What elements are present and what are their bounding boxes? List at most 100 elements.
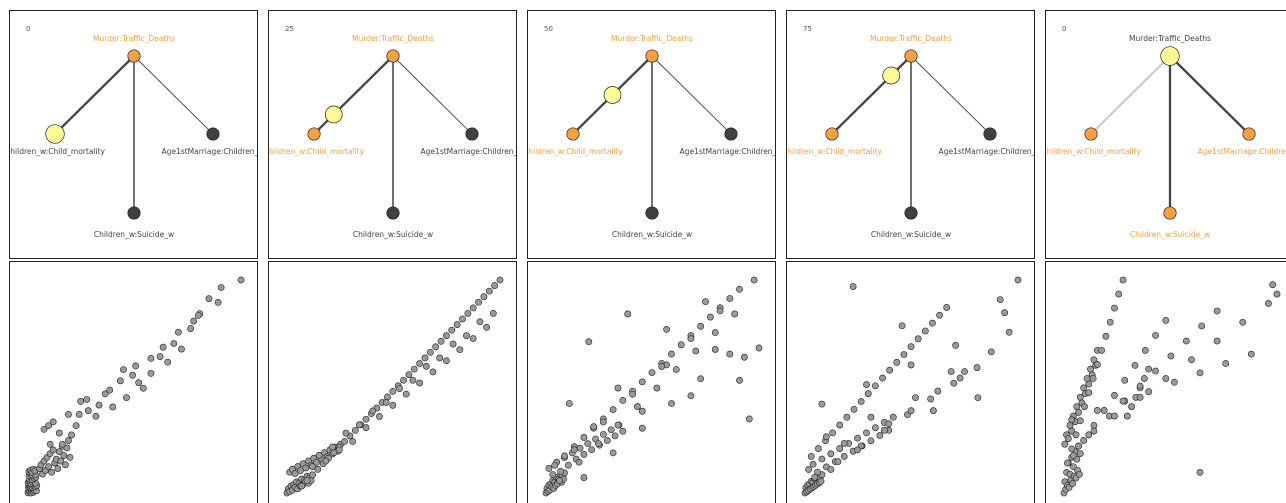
scatter-point [483,323,491,331]
scatter-point [956,374,964,382]
scatter-point [1152,367,1159,375]
scatter-point [1145,388,1153,396]
scatter-point [156,353,164,360]
scatter-point [711,329,719,336]
scatter-point [580,474,588,481]
scatter-point [755,344,763,352]
scatter-point [687,335,695,343]
scatter-point [159,343,167,351]
graph-node [1160,46,1180,66]
scatter-point [588,446,596,454]
scatter-point [854,434,861,442]
scatter-point [745,415,753,423]
scatter-point [1141,346,1149,354]
graph-edge [1168,54,1251,136]
scatter-point [1170,378,1178,386]
scatter-point [561,452,568,460]
graph-edge [651,55,732,135]
scatter-point [857,398,865,405]
scatter-point [65,437,72,444]
node-label: Age1stMarriage:Children_w [420,147,517,156]
scatter-point [580,451,588,458]
scatter-point [1188,356,1195,364]
scatter-point [575,458,583,466]
scatter-point [1014,276,1022,284]
scatter-point [898,322,906,330]
graph-node [206,127,220,141]
scatter-point [726,350,734,358]
scatter-point [291,470,299,477]
scatter-point [706,313,714,321]
scatter-point [551,461,559,469]
scatter-point [92,412,100,420]
scatter-point [584,440,592,448]
graph-panel: 0 Murder:Traffic_Deaths Children_w:Child_m… [9,10,258,259]
scatter-point [422,362,430,370]
node-label: Children_w:Suicide_w [93,230,175,239]
scatter-point [448,326,456,334]
scatter-point [95,401,103,409]
scatter-point [68,431,75,439]
scatter-point [1081,403,1088,411]
scatter-point [1136,393,1144,401]
graph-node [1084,127,1098,141]
scatter-point [335,446,343,454]
scatter-point [668,400,675,407]
scatter-point [1167,352,1175,360]
scatter-point [603,437,611,444]
scatter-point [60,452,68,459]
scatter-point [120,366,127,374]
scatter-point [135,379,143,387]
pulse-node [603,86,622,104]
scatter-point [355,421,363,429]
node-label: Children_w:Suicide_w [352,230,434,239]
step-label: 25 [285,25,294,33]
scatter-point [75,411,83,418]
scatter-point [952,341,960,349]
scatter-point [921,327,929,335]
graph-node [307,127,321,141]
scatter-point [987,348,995,356]
scatter-point [638,424,646,432]
scatter-point [147,355,155,362]
scatter-point [178,345,185,353]
scatter-point [432,343,440,351]
scatter-point [726,295,734,302]
scatter-point [476,318,484,326]
scatter-point [829,429,837,437]
scatter-point [836,445,844,452]
scatter-point [410,365,418,373]
node-label: Murder:Traffic_Deaths [870,34,952,43]
scatter-point [72,422,80,430]
node-label: Age1stMarriage:Children_w [1197,147,1286,156]
scatter-point [1213,337,1221,345]
graph-panel: 25 Murder:Traffic_Deaths Children_w:Child_… [268,10,517,259]
graph-panel: 50 Murder:Traffic_Deaths Children_w:Child_… [527,10,776,259]
scatter-point [1085,380,1093,388]
scatter-point [629,390,636,398]
scatter-point [1076,417,1084,425]
graph-node [386,49,400,63]
scatter-point [1115,290,1123,298]
scatter-point [1239,318,1247,326]
node-label: Children_w:Suicide_w [1129,230,1211,239]
graph-node [1163,206,1177,220]
node-label: Children_w:Suicide_w [870,230,952,239]
scatter-point [469,335,477,342]
scatter-point [736,376,743,384]
scatter-point [1145,365,1153,373]
scatter-point [595,440,602,448]
scatter-svg [1060,276,1281,497]
scatter-point [580,434,588,441]
scatter-point [1068,445,1076,453]
scatter-point [840,439,848,447]
scatter-point [1222,360,1230,367]
node-label: Children_w:Child_mortality [1045,147,1141,156]
scatter-point [634,403,641,410]
scatter-point [329,443,336,451]
node-label: Children_w:Child_mortality [9,147,105,156]
scatter-point [1162,375,1170,382]
graph-node [566,127,580,141]
scatter-point [1061,440,1069,448]
